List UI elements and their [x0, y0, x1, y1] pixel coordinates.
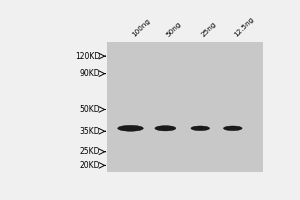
- Text: 50KD: 50KD: [80, 105, 100, 114]
- Text: 12.5ng: 12.5ng: [233, 16, 255, 38]
- Text: 50ng: 50ng: [165, 21, 183, 38]
- Ellipse shape: [155, 126, 176, 131]
- Text: 20KD: 20KD: [80, 161, 100, 170]
- Ellipse shape: [191, 126, 210, 131]
- Bar: [107, 42, 263, 172]
- Text: 90KD: 90KD: [80, 69, 100, 78]
- Text: 100ng: 100ng: [130, 17, 151, 38]
- Text: 35KD: 35KD: [80, 127, 100, 136]
- Text: 120KD: 120KD: [75, 52, 100, 61]
- Ellipse shape: [224, 126, 242, 131]
- Text: 25ng: 25ng: [200, 21, 218, 38]
- Text: 25KD: 25KD: [80, 147, 100, 156]
- Ellipse shape: [118, 125, 143, 131]
